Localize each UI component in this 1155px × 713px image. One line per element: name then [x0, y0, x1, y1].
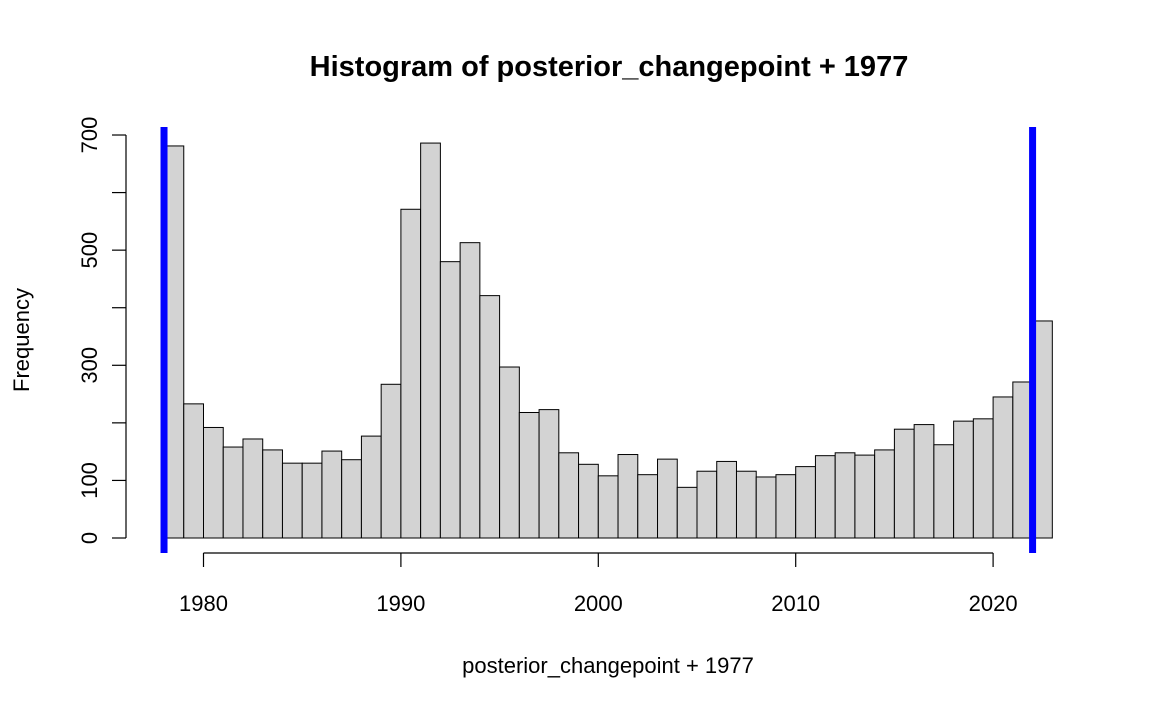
x-axis: 1980 1990 2000 2010 2020 — [179, 552, 1018, 616]
x-tick-label: 1990 — [376, 591, 425, 616]
histogram-bar — [380, 383, 402, 539]
reference-lines — [160, 127, 1037, 553]
histogram-bar — [400, 208, 422, 539]
histogram-bar — [953, 420, 974, 539]
y-tick-label: 700 — [77, 117, 102, 154]
histogram-bar — [459, 242, 481, 539]
histogram-bar — [814, 455, 836, 539]
x-tick-label: 2000 — [574, 591, 623, 616]
histogram-bar — [360, 435, 382, 539]
histogram-bar — [439, 261, 461, 539]
histogram-bars — [163, 142, 1053, 539]
histogram-bar — [262, 449, 283, 539]
histogram-bar — [578, 463, 599, 539]
histogram-bar — [222, 446, 244, 539]
histogram-bar — [834, 452, 856, 539]
histogram-bar — [558, 452, 580, 539]
histogram-bar — [321, 450, 343, 539]
histogram-bar — [597, 475, 619, 539]
y-axis-label: Frequency — [9, 288, 34, 392]
histogram-bar — [420, 142, 441, 539]
histogram-bar — [992, 396, 1014, 539]
y-tick-label: 100 — [77, 462, 102, 499]
histogram-bar — [735, 470, 757, 539]
histogram-bar — [795, 466, 816, 539]
x-tick-label: 2010 — [771, 591, 820, 616]
histogram-bar — [183, 403, 204, 539]
histogram-bar — [499, 366, 520, 539]
histogram-bar — [281, 462, 303, 539]
histogram-bar — [657, 458, 678, 539]
histogram-bar — [755, 476, 777, 539]
x-tick-label: 2020 — [969, 591, 1018, 616]
histogram-bar — [203, 426, 224, 539]
histogram-bar — [775, 474, 797, 539]
histogram-bar — [617, 454, 639, 539]
histogram-bar — [874, 449, 895, 539]
y-tick-label: 500 — [77, 232, 102, 269]
histogram-bar — [301, 462, 323, 539]
histogram-bar — [933, 444, 955, 539]
histogram-bar — [518, 411, 540, 539]
histogram-bar — [676, 486, 698, 539]
histogram-bar — [538, 409, 560, 539]
chart-title: Histogram of posterior_changepoint + 197… — [310, 51, 909, 83]
histogram-bar — [637, 474, 659, 539]
histogram-bar — [716, 460, 737, 539]
x-tick-label: 1980 — [179, 591, 228, 616]
y-axis: 0 100 300 500 700 — [77, 117, 127, 544]
histogram-bar — [893, 428, 915, 539]
histogram-bar — [242, 438, 264, 539]
histogram-bar — [696, 470, 718, 539]
histogram-bar — [854, 454, 876, 539]
x-axis-label: posterior_changepoint + 1977 — [462, 653, 754, 678]
histogram-bar — [913, 424, 935, 539]
histogram-bar — [341, 459, 362, 539]
y-tick-label: 0 — [77, 532, 102, 544]
y-tick-label: 300 — [77, 347, 102, 384]
histogram-bar — [972, 418, 994, 539]
histogram-bar — [479, 295, 501, 539]
